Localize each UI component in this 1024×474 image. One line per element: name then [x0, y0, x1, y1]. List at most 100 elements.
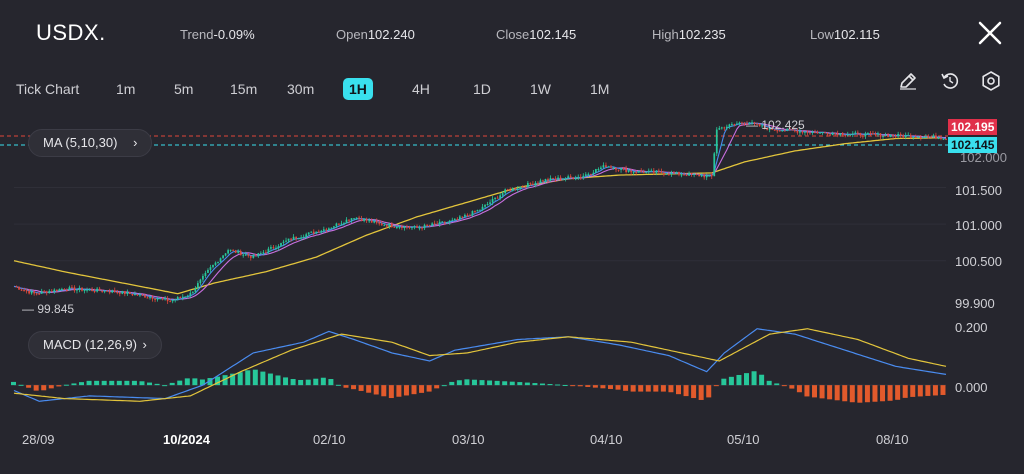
candle-body: [199, 279, 202, 284]
candle-body: [781, 130, 784, 132]
candle-body: [854, 132, 857, 134]
candle-body: [239, 251, 242, 256]
candle-body: [333, 226, 335, 228]
candle-body: [48, 291, 51, 294]
candle-body: [504, 189, 507, 194]
candle-body: [411, 227, 413, 229]
macd-histogram-bar: [192, 378, 198, 386]
trend-value: -0.09%: [213, 27, 255, 42]
candle-body: [919, 136, 922, 138]
timeframe-5m[interactable]: 5m: [174, 81, 194, 97]
candle-body: [93, 290, 96, 292]
close-icon[interactable]: [976, 19, 1004, 47]
macd-histogram-bar: [819, 385, 825, 399]
candle-body: [156, 298, 159, 300]
macd-histogram-bar: [260, 371, 266, 386]
macd-histogram-bar: [71, 383, 77, 386]
macd-indicator-pill[interactable]: MACD (12,26,9) ›: [28, 331, 162, 359]
macd-histogram-bar: [857, 385, 863, 403]
symbol-title: USDX.: [36, 20, 106, 45]
candle-body: [877, 133, 879, 135]
candle-body: [572, 177, 575, 179]
candle-body: [355, 217, 358, 219]
candle-body: [506, 189, 509, 191]
candle-body: [788, 128, 791, 130]
candle-body: [330, 227, 333, 229]
candle-body: [302, 236, 305, 238]
candle-body: [375, 221, 378, 223]
candle-body: [922, 137, 925, 139]
macd-histogram-bar: [502, 381, 508, 386]
settings-icon[interactable]: [980, 70, 1002, 92]
macd-histogram-bar: [237, 372, 243, 386]
price-axis-top: 102.000: [960, 150, 1007, 165]
candle-body: [267, 248, 270, 253]
timeframe-1d[interactable]: 1D: [473, 81, 491, 97]
current-price-cyan-tag: 102.145: [948, 137, 998, 153]
candle-body: [673, 172, 675, 174]
date-label: 03/10: [452, 432, 485, 447]
candle-body: [826, 132, 829, 135]
candle-body: [461, 216, 464, 218]
candle-body: [526, 182, 529, 188]
macd-histogram-bar: [902, 385, 908, 398]
timeframe-1m[interactable]: 1m: [116, 81, 136, 97]
candle-body: [25, 290, 28, 292]
date-label: 04/10: [590, 432, 623, 447]
candle-body: [249, 255, 252, 258]
candle-body: [30, 291, 33, 294]
timeframe-1h[interactable]: 1H: [343, 78, 373, 100]
macd-histogram-bar: [109, 380, 115, 386]
candle-body: [859, 132, 862, 136]
candle-body: [385, 225, 388, 227]
candle-body: [652, 170, 655, 173]
high-label: High: [652, 27, 679, 42]
candle-body: [275, 247, 277, 249]
reset-icon[interactable]: [939, 70, 961, 92]
open-label: Open: [336, 27, 368, 42]
candle-body: [494, 197, 496, 199]
candle-body: [282, 241, 285, 243]
candle-body: [660, 171, 663, 173]
candle-body: [33, 291, 36, 294]
candle-body: [96, 288, 99, 292]
candle-body: [824, 132, 826, 134]
candle-body: [35, 293, 38, 295]
timeframe-1mo[interactable]: 1M: [590, 81, 610, 97]
candle-body: [247, 254, 250, 256]
timeframe-15m[interactable]: 15m: [230, 81, 258, 97]
candle-body: [358, 217, 360, 219]
candle-body: [811, 132, 814, 134]
candle-body: [471, 211, 474, 216]
candle-body: [350, 218, 353, 221]
timeframe-1w[interactable]: 1W: [530, 81, 551, 97]
candle-body: [50, 291, 53, 293]
candle-body: [23, 290, 25, 292]
candle-body: [605, 165, 607, 168]
candle-body: [642, 171, 645, 173]
candle-body: [625, 168, 627, 172]
candle-body: [237, 251, 240, 253]
macd-histogram-bar: [932, 385, 938, 396]
candle-body: [254, 255, 257, 257]
candle-body: [728, 124, 731, 127]
timeframe-tick-chart[interactable]: Tick Chart: [16, 81, 80, 97]
macd-histogram-bar: [366, 385, 372, 393]
candle-body: [43, 291, 46, 293]
timeframe-4h[interactable]: 4H: [412, 81, 430, 97]
macd-histogram-bar: [774, 383, 780, 386]
macd-histogram-bar: [539, 383, 545, 386]
macd-histogram-bar: [880, 385, 886, 402]
timeframe-30m[interactable]: 30m: [287, 81, 315, 97]
pencil-icon[interactable]: [897, 70, 919, 92]
candle-body: [884, 134, 887, 136]
candle-body: [476, 210, 479, 212]
candle-body: [690, 173, 693, 175]
candle-body: [547, 179, 549, 181]
ma-indicator-pill[interactable]: MA (5,10,30) ›: [28, 129, 153, 157]
candle-body: [630, 170, 633, 173]
candle-body: [725, 126, 728, 129]
candle-body: [700, 175, 703, 177]
candle-body: [786, 128, 789, 131]
